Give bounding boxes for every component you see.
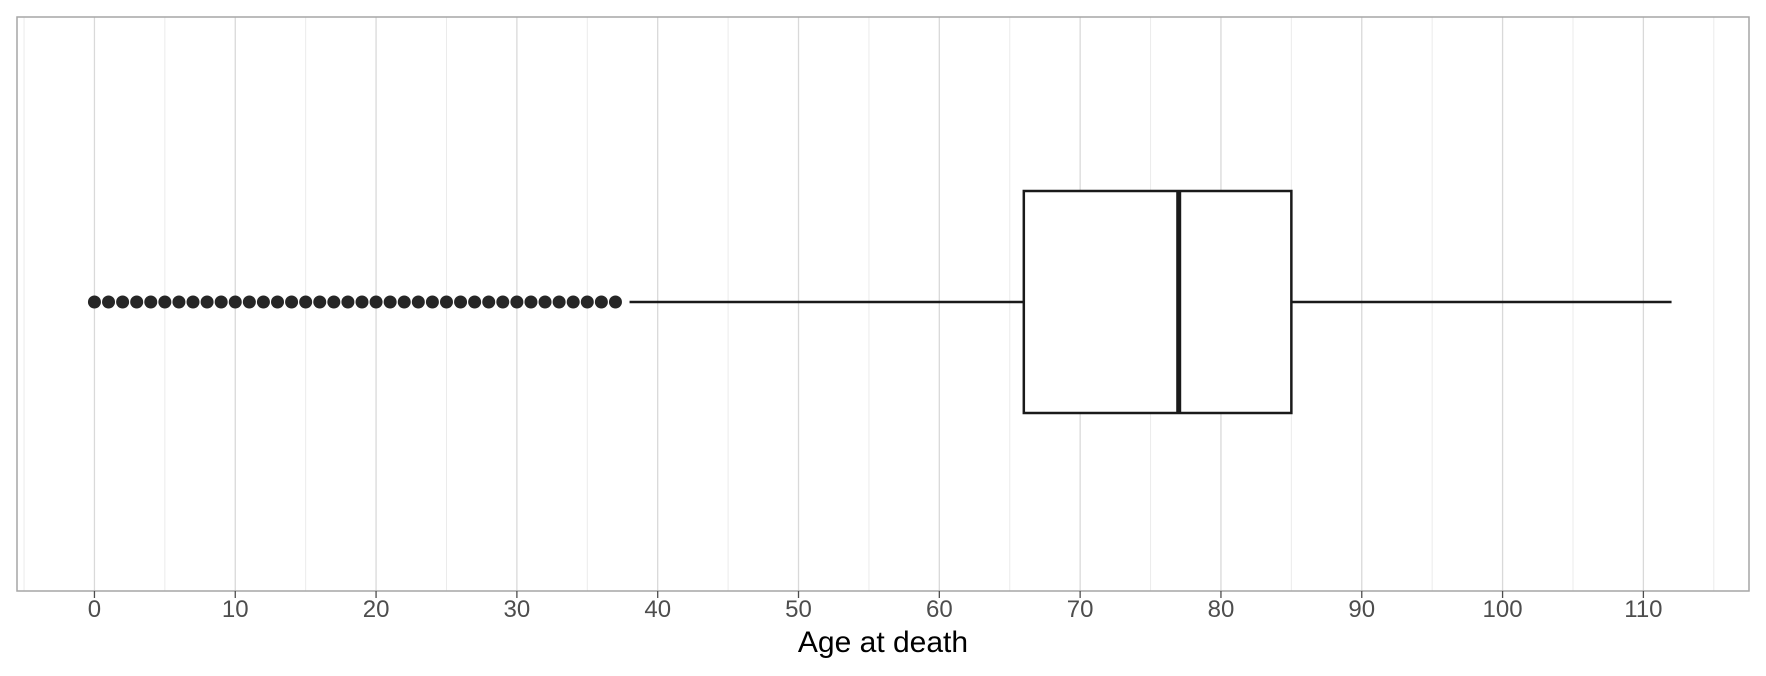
outlier-point (397, 295, 411, 309)
outlier-point (341, 295, 355, 309)
outlier-point (102, 295, 116, 309)
outlier-point (538, 295, 552, 309)
x-tick-label: 0 (88, 596, 101, 623)
outlier-point (454, 295, 468, 309)
outlier-point (285, 295, 299, 309)
outlier-point (594, 295, 608, 309)
x-tick-label: 60 (926, 596, 953, 623)
outlier-point (186, 295, 200, 309)
x-tick-label: 10 (222, 596, 249, 623)
outlier-point (425, 295, 439, 309)
x-tick-label: 90 (1348, 596, 1375, 623)
x-tick-label: 80 (1208, 596, 1235, 623)
x-axis-ticks (93, 591, 1645, 598)
outlier-point (383, 295, 397, 309)
outlier-point (355, 295, 369, 309)
outlier-point (510, 295, 524, 309)
outlier-point (580, 295, 594, 309)
interquartile-box (1022, 189, 1293, 415)
x-tick-label: 30 (504, 596, 531, 623)
outlier-point (439, 295, 453, 309)
outlier-point (299, 295, 313, 309)
outlier-point (496, 295, 510, 309)
outlier-point (608, 295, 622, 309)
outlier-point (172, 295, 186, 309)
outlier-point (313, 295, 327, 309)
x-tick-label: 110 (1624, 596, 1662, 623)
outlier-point (411, 295, 425, 309)
outlier-point (468, 295, 482, 309)
outlier-point (242, 295, 256, 309)
panel-border (16, 16, 1750, 592)
outlier-point (158, 295, 172, 309)
x-axis-title: Age at death (798, 626, 968, 659)
outlier-point (552, 295, 566, 309)
box-and-whiskers (629, 189, 1672, 415)
x-tick-label: 20 (363, 596, 390, 623)
outlier-point (327, 295, 341, 309)
x-tick-label: 50 (785, 596, 812, 623)
outlier-point (524, 295, 538, 309)
outlier-point (214, 295, 228, 309)
outlier-point (566, 295, 580, 309)
x-axis-tick-labels: 0 10 20 30 40 50 60 70 80 90 100 110 (88, 596, 1663, 623)
x-tick-label: 40 (644, 596, 671, 623)
outlier-point (482, 295, 496, 309)
outlier-point (87, 295, 101, 309)
outlier-point (228, 295, 242, 309)
outlier-point (130, 295, 144, 309)
outlier-point (144, 295, 158, 309)
outlier-points (87, 295, 622, 309)
x-tick-label: 100 (1483, 596, 1523, 623)
outlier-point (200, 295, 214, 309)
outlier-point (116, 295, 130, 309)
outlier-point (271, 295, 285, 309)
outlier-point (256, 295, 270, 309)
outlier-point (369, 295, 383, 309)
x-tick-label: 70 (1067, 596, 1094, 623)
